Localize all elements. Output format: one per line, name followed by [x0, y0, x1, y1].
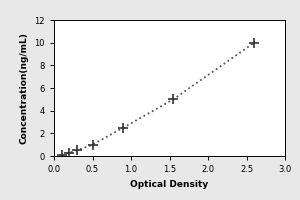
X-axis label: Optical Density: Optical Density	[130, 180, 208, 189]
Y-axis label: Concentration(ng/mL): Concentration(ng/mL)	[20, 32, 29, 144]
